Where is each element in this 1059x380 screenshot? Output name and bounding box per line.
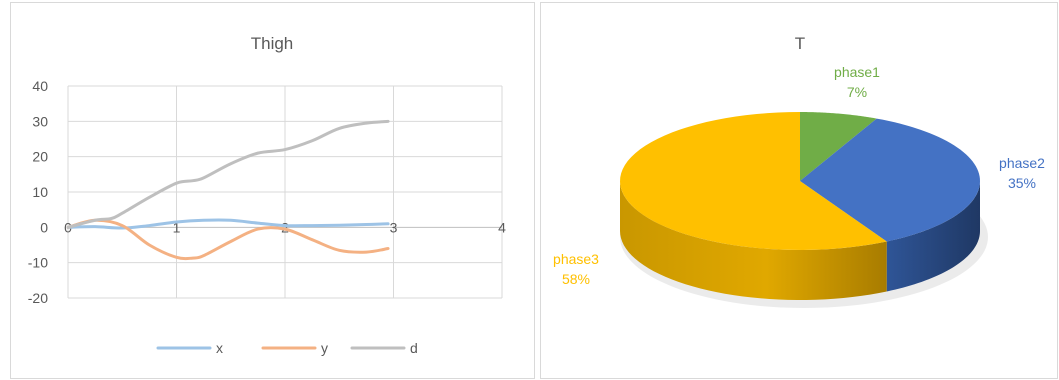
x-tick-label: 3 <box>390 219 398 235</box>
pie-side-phase2 <box>886 181 980 292</box>
x-tick-label: 4 <box>498 219 506 235</box>
pie-slice-phase2 <box>800 118 980 242</box>
y-tick-label: 40 <box>32 78 48 94</box>
pie-chart-body <box>620 112 988 308</box>
line-chart-series <box>66 119 390 261</box>
y-tick-label: -10 <box>28 255 48 271</box>
x-tick-label: 2 <box>281 219 289 235</box>
x-tick-label: 1 <box>173 219 181 235</box>
pie-label-phase3: phase3 <box>553 251 599 267</box>
y-tick-label: 10 <box>32 184 48 200</box>
pie-label-phase1: phase1 <box>834 64 880 80</box>
line-chart-frame <box>10 2 535 379</box>
y-tick-label: -20 <box>28 290 48 306</box>
series-line-d <box>66 119 390 229</box>
legend-label-y: y <box>321 340 328 356</box>
pie-chart-labels: phase1 7% phase2 35% phase3 58% <box>553 64 1045 287</box>
pie-percent-phase1: 7% <box>847 84 867 100</box>
y-tick-label: 30 <box>32 113 48 129</box>
series-line-y <box>66 218 390 261</box>
pie-chart-title: T <box>795 34 805 53</box>
pie-side-phase3 <box>620 181 887 300</box>
y-tick-label: 0 <box>40 219 48 235</box>
pie-slice-phase3 <box>620 112 887 250</box>
y-tick-label: 20 <box>32 149 48 165</box>
pie-slice-phase1 <box>800 112 877 181</box>
legend-label-x: x <box>216 340 223 356</box>
line-chart-title: Thigh <box>251 34 294 53</box>
legend-label-d: d <box>410 340 418 356</box>
pie-percent-phase3: 58% <box>562 271 590 287</box>
pie-chart: T phase1 7% phase2 35% phase3 58% <box>540 2 1058 379</box>
pie-label-phase2: phase2 <box>999 155 1045 171</box>
series-line-x <box>66 218 390 230</box>
pie-percent-phase2: 35% <box>1008 175 1036 191</box>
